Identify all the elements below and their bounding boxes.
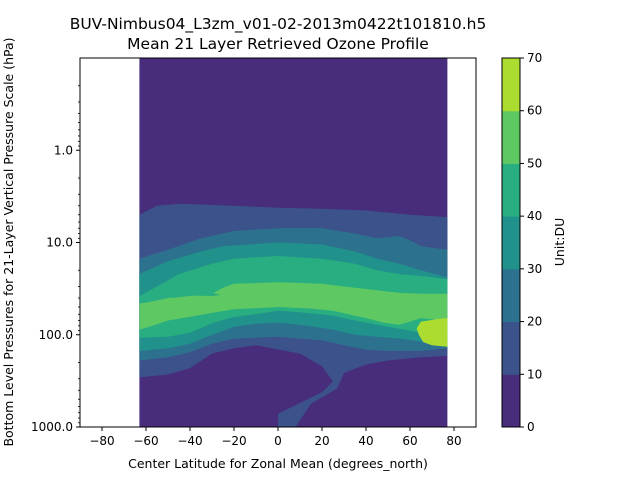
x-tick-label: 40	[358, 434, 373, 448]
colorbar-tick-label: 60	[527, 104, 542, 118]
colorbar-tick-label: 10	[527, 367, 542, 381]
y-tick-label: 100.0	[39, 328, 73, 342]
x-tick-label: −80	[89, 434, 114, 448]
colorbar-segment-30-40	[502, 216, 520, 270]
colorbar: 0 10 20 30 40 50 60 70	[501, 51, 542, 434]
colorbar-segment-60-70	[502, 58, 520, 112]
y-axis-label: Bottom Level Pressures for 21-Layer Vert…	[1, 37, 16, 446]
colorbar-segment-10-20	[502, 321, 520, 375]
x-tick-label: 0	[274, 434, 282, 448]
x-tick-label: 80	[446, 434, 461, 448]
colorbar-tick-label: 40	[527, 209, 542, 223]
colorbar-tick-label: 70	[527, 51, 542, 65]
contour-band-30-40-inset	[172, 292, 221, 298]
colorbar-tick-label: 30	[527, 262, 542, 276]
contour-band-60-70	[416, 318, 448, 347]
x-tick-label: −60	[133, 434, 158, 448]
colorbar-tick-label: 0	[527, 420, 535, 434]
y-tick-label: 1.0	[54, 143, 73, 157]
colorbar-segment-40-50	[502, 163, 520, 217]
x-tick-label: −40	[177, 434, 202, 448]
x-axis-label: Center Latitude for Zonal Mean (degrees_…	[128, 456, 428, 471]
colorbar-label: Unit:DU	[552, 218, 567, 266]
y-tick-label: 10.0	[46, 236, 73, 250]
plot-area	[139, 58, 448, 427]
x-tick-label: 60	[402, 434, 417, 448]
colorbar-frame	[501, 57, 521, 428]
x-tick-label: −20	[221, 434, 246, 448]
colorbar-segment-50-60	[502, 110, 520, 164]
x-tick-label: 20	[314, 434, 329, 448]
axes: −80 −60 −40 −20 0 20 40 60 80 1.0 10.0 100.0 1000.0	[31, 57, 477, 448]
chart-title: BUV-Nimbus04_L3zm_v01-02-2013m0422t10181…	[69, 15, 487, 33]
colorbar-tick-label: 20	[527, 315, 542, 329]
colorbar-tick-label: 50	[527, 156, 542, 170]
colorbar-segment-0-10	[502, 374, 520, 428]
colorbar-segment-20-30	[502, 268, 520, 323]
chart-subtitle: Mean 21 Layer Retrieved Ozone Profile	[127, 35, 429, 53]
y-tick-label: 1000.0	[31, 420, 73, 434]
